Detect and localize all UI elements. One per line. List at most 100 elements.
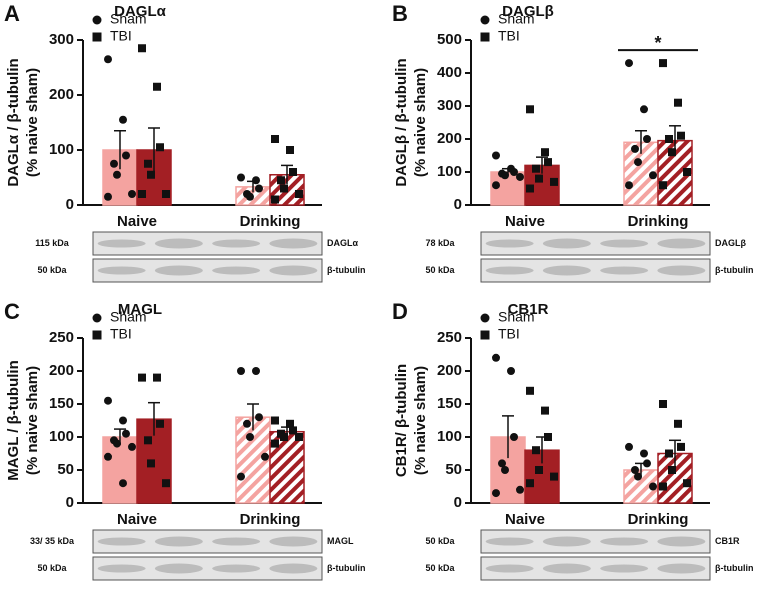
- data-point: [252, 367, 260, 375]
- data-point: [659, 400, 667, 408]
- y-tick-label: 300: [437, 97, 462, 114]
- data-point: [104, 192, 112, 201]
- data-point: [668, 148, 676, 157]
- data-point: [659, 59, 667, 68]
- legend-marker: [92, 330, 102, 340]
- x-tick-label: Drinking: [628, 511, 689, 528]
- blot-band: [542, 238, 591, 249]
- legend-marker: [480, 313, 490, 323]
- data-point: [104, 452, 112, 461]
- data-point: [550, 177, 558, 186]
- data-point: [295, 190, 303, 198]
- data-point: [659, 181, 667, 190]
- data-point: [649, 171, 657, 180]
- data-point: [532, 164, 540, 173]
- data-point: [280, 433, 288, 441]
- data-point: [665, 135, 673, 143]
- data-point: [271, 439, 279, 448]
- data-point: [625, 442, 633, 451]
- blot-band: [97, 266, 146, 275]
- data-point: [113, 439, 121, 448]
- y-tick-label: 200: [49, 86, 74, 103]
- data-point: [498, 459, 506, 468]
- data-point: [271, 135, 279, 143]
- data-point: [535, 174, 543, 183]
- data-point: [156, 143, 164, 152]
- legend-label: TBI: [498, 326, 520, 342]
- data-point: [237, 472, 245, 481]
- data-point: [144, 159, 152, 168]
- y-axis-label: (% naive sham): [24, 68, 41, 177]
- blot-protein-label: β-tubulin: [715, 563, 753, 573]
- data-point: [104, 396, 112, 405]
- blot-size-label: 50 kDa: [37, 563, 67, 573]
- panel-letter: D: [392, 299, 408, 324]
- data-point: [119, 115, 127, 124]
- x-tick-label: Naive: [117, 511, 157, 528]
- chart-title: DAGLα: [114, 3, 166, 20]
- data-point: [643, 459, 651, 468]
- y-tick-label: 100: [437, 163, 462, 180]
- blot-band: [657, 536, 706, 547]
- x-tick-label: Drinking: [240, 213, 301, 230]
- blot-band: [542, 563, 591, 574]
- legend-label: Sham: [498, 11, 535, 27]
- y-tick-label: 100: [49, 141, 74, 158]
- blot-band: [97, 564, 146, 573]
- legend-marker: [480, 330, 490, 340]
- blot-size-label: 33/ 35 kDa: [30, 536, 75, 546]
- x-tick-label: Drinking: [240, 511, 301, 528]
- data-point: [634, 472, 642, 481]
- data-point: [526, 479, 534, 488]
- data-point: [625, 181, 633, 190]
- data-point: [516, 485, 524, 494]
- significance-label: *: [654, 33, 661, 53]
- data-point: [271, 195, 279, 204]
- x-tick-label: Drinking: [628, 213, 689, 230]
- data-point: [665, 449, 673, 458]
- blot-protein-label: β-tubulin: [715, 265, 753, 275]
- data-point: [277, 176, 285, 185]
- blot-band: [154, 536, 203, 547]
- y-tick-label: 0: [66, 494, 74, 511]
- data-point: [634, 158, 642, 167]
- data-point: [668, 466, 676, 474]
- data-point: [501, 171, 509, 180]
- data-point: [104, 55, 112, 64]
- y-axis-label: CB1R/ β-tubulin: [393, 364, 410, 477]
- blot-size-label: 50 kDa: [425, 536, 455, 546]
- y-axis-label: DAGLα / β-tubulin: [5, 58, 22, 186]
- panel-letter: B: [392, 1, 408, 26]
- y-axis-label: DAGLβ / β-tubulin: [393, 58, 410, 186]
- data-point: [286, 419, 294, 428]
- y-tick-label: 200: [49, 362, 74, 379]
- legend-marker: [92, 15, 102, 25]
- blot-band: [154, 265, 203, 276]
- blot-band: [154, 238, 203, 249]
- legend-marker: [480, 15, 490, 25]
- data-point: [271, 416, 279, 425]
- blot-band: [657, 265, 706, 276]
- data-point: [544, 433, 552, 441]
- blot-band: [542, 265, 591, 276]
- blot-size-label: 50 kDa: [37, 265, 67, 275]
- legend-marker: [92, 313, 102, 323]
- data-point: [255, 184, 263, 193]
- data-point: [677, 442, 685, 451]
- data-point: [640, 105, 648, 114]
- data-point: [492, 151, 500, 160]
- data-point: [492, 181, 500, 190]
- blot-protein-label: CB1R: [715, 536, 740, 546]
- x-tick-label: Naive: [505, 213, 545, 230]
- data-point: [532, 446, 540, 455]
- data-point: [541, 406, 549, 415]
- blot-size-label: 78 kDa: [425, 238, 455, 248]
- blot-band: [212, 537, 261, 546]
- data-point: [280, 184, 288, 193]
- data-point: [510, 433, 518, 441]
- blot-band: [657, 563, 706, 574]
- blot-strip: [92, 529, 323, 554]
- data-point: [289, 168, 297, 176]
- data-point: [683, 168, 691, 176]
